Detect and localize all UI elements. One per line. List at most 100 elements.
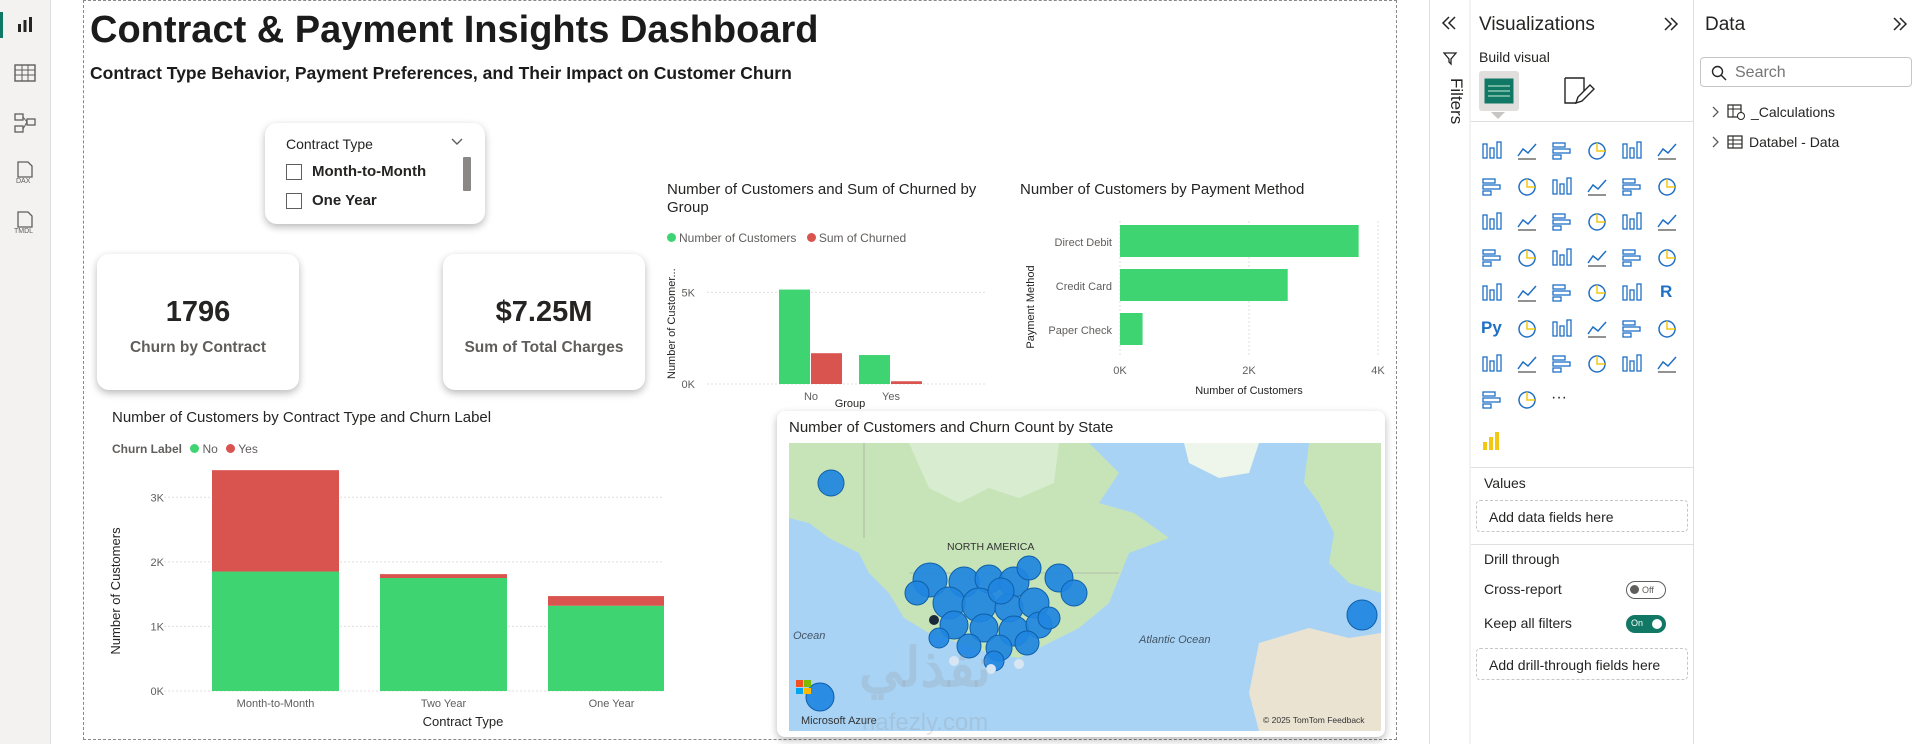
- report-view-icon[interactable]: [0, 10, 40, 40]
- get-more-visuals-icon[interactable]: [1481, 430, 1503, 452]
- azure-map-icon[interactable]: [1621, 247, 1643, 269]
- narrative-visual-icon[interactable]: [1516, 389, 1538, 411]
- model-view-icon[interactable]: [10, 108, 40, 138]
- clustered-column-chart-icon[interactable]: [1586, 140, 1608, 162]
- contract-type-chart[interactable]: Number of Customers by Contract Type and…: [104, 409, 664, 739]
- line-chart-icon[interactable]: [1481, 176, 1503, 198]
- state-map-card[interactable]: Number of Customers and Churn Count by S…: [777, 411, 1385, 737]
- cross-report-toggle[interactable]: Off: [1626, 581, 1666, 599]
- map-bubble: [1014, 630, 1040, 656]
- 100-stacked-bar-chart-icon[interactable]: [1621, 140, 1643, 162]
- search-icon: [1711, 65, 1727, 81]
- search-box[interactable]: [1700, 57, 1912, 87]
- more-visuals-icon[interactable]: ···: [1551, 388, 1567, 406]
- legend-dot: [190, 444, 200, 454]
- table-view-icon[interactable]: [10, 58, 40, 88]
- search-input[interactable]: [1733, 61, 1907, 85]
- line-and-stacked-column-chart-icon[interactable]: [1621, 176, 1643, 198]
- svg-text:© 2025 TomTom Feedback: © 2025 TomTom Feedback: [1263, 715, 1365, 725]
- qa-visual-icon[interactable]: [1586, 318, 1608, 340]
- legend-dot: [806, 233, 816, 243]
- scatter-chart-icon[interactable]: [1586, 211, 1608, 233]
- state-map[interactable]: NORTH AMERICA Atlantic Ocean Ocean Micro…: [789, 443, 1381, 731]
- slicer-option[interactable]: Month-to-Month: [286, 163, 426, 180]
- kpi-value: $7.25M: [495, 296, 593, 328]
- gauge-icon[interactable]: [1656, 247, 1678, 269]
- image-icon[interactable]: [1621, 353, 1643, 375]
- divider: [1471, 544, 1693, 545]
- pie-chart-icon[interactable]: [1621, 211, 1643, 233]
- filters-label[interactable]: Filters: [1447, 78, 1466, 125]
- button-slicer-icon[interactable]: [1481, 389, 1503, 411]
- funnel-chart-icon[interactable]: [1551, 211, 1573, 233]
- clustered-bar-chart-icon[interactable]: [1551, 140, 1573, 162]
- collapse-right-icon[interactable]: [1663, 17, 1679, 31]
- bar-segment: [212, 571, 339, 691]
- matrix-icon[interactable]: [1621, 282, 1643, 304]
- decomposition-tree-icon[interactable]: [1551, 318, 1573, 340]
- paginated-report-icon[interactable]: [1481, 353, 1503, 375]
- power-apps-icon[interactable]: [1516, 353, 1538, 375]
- values-drop-zone[interactable]: Add data fields here: [1476, 500, 1688, 532]
- stacked-column-chart-icon[interactable]: [1516, 140, 1538, 162]
- treemap-icon[interactable]: [1481, 247, 1503, 269]
- dax-query-view-icon[interactable]: DAX: [10, 158, 40, 188]
- kpi-card-churn: 1796 Churn by Contract: [97, 254, 299, 390]
- format-visual-icon[interactable]: [1562, 75, 1596, 107]
- checkbox[interactable]: [286, 163, 302, 180]
- build-visual-tab[interactable]: [1479, 71, 1519, 111]
- y-tick-label: 1K: [151, 621, 165, 633]
- chevron-down-icon[interactable]: [451, 138, 463, 146]
- filters-pane[interactable]: Filters: [1429, 0, 1471, 744]
- smart-narrative-icon[interactable]: [1621, 318, 1643, 340]
- line-and-clustered-column-chart-icon[interactable]: [1656, 176, 1678, 198]
- slicer-scrollbar[interactable]: [463, 157, 471, 191]
- metrics-visual-icon[interactable]: [1656, 318, 1678, 340]
- map-icon[interactable]: [1516, 247, 1538, 269]
- table-icon[interactable]: [1586, 282, 1608, 304]
- map-bubble: [1037, 606, 1061, 630]
- keep-all-filters-toggle[interactable]: On: [1626, 615, 1666, 633]
- 100-stacked-area-chart-icon[interactable]: [1586, 176, 1608, 198]
- contract-type-slicer[interactable]: Contract Type Month-to-Month One Year: [265, 123, 485, 224]
- y-axis-title: Number of Customers: [108, 527, 123, 655]
- donut-chart-icon[interactable]: [1656, 211, 1678, 233]
- shape-map-icon[interactable]: [1586, 247, 1608, 269]
- data-table-item[interactable]: Databel - Data: [1711, 134, 1839, 150]
- calculator-table-icon: [1727, 104, 1745, 120]
- chevron-right-icon[interactable]: [1711, 136, 1719, 148]
- key-influencers-icon[interactable]: [1516, 318, 1538, 340]
- 100-stacked-column-chart-icon[interactable]: [1656, 140, 1678, 162]
- stacked-area-chart-icon[interactable]: [1551, 176, 1573, 198]
- data-table-item[interactable]: _Calculations: [1711, 104, 1835, 120]
- area-chart-icon[interactable]: [1516, 176, 1538, 198]
- waterfall-chart-icon[interactable]: [1516, 211, 1538, 233]
- power-automate-icon[interactable]: [1551, 353, 1573, 375]
- map-bubble: [956, 633, 982, 659]
- x-tick-label: 2K: [1242, 365, 1256, 377]
- card-icon[interactable]: [1481, 282, 1503, 304]
- custom-visual-icon[interactable]: [1656, 353, 1678, 375]
- slicer-option[interactable]: One Year: [286, 192, 377, 209]
- tab-pointer: [1491, 112, 1505, 119]
- map-bubble: [904, 580, 930, 606]
- map-bubbles[interactable]: [805, 469, 1378, 712]
- stacked-bar-chart-icon[interactable]: [1481, 140, 1503, 162]
- multi-row-card-icon[interactable]: [1516, 282, 1538, 304]
- chevron-right-icon[interactable]: [1711, 106, 1719, 118]
- python-visual-icon[interactable]: Py: [1481, 317, 1502, 337]
- text-filter-icon[interactable]: [1586, 353, 1608, 375]
- filled-map-icon[interactable]: [1551, 247, 1573, 269]
- tmdl-view-icon[interactable]: TMDL: [10, 208, 40, 238]
- collapse-right-icon[interactable]: [1892, 17, 1908, 31]
- collapse-left-icon[interactable]: [1441, 16, 1457, 30]
- map-bubble: [817, 469, 845, 497]
- checkbox[interactable]: [286, 192, 302, 209]
- ribbon-chart-icon[interactable]: [1481, 211, 1503, 233]
- r-script-visual-icon[interactable]: R: [1660, 282, 1673, 301]
- drill-through-drop-zone[interactable]: Add drill-through fields here: [1476, 648, 1688, 680]
- payment-method-chart[interactable]: Number of Customers by Payment Method Pa…: [1020, 179, 1480, 409]
- bar-segment: [548, 605, 664, 691]
- kpi-icon[interactable]: [1551, 282, 1573, 304]
- group-chart[interactable]: Number of Customers and Sum of Churned b…: [667, 179, 1007, 409]
